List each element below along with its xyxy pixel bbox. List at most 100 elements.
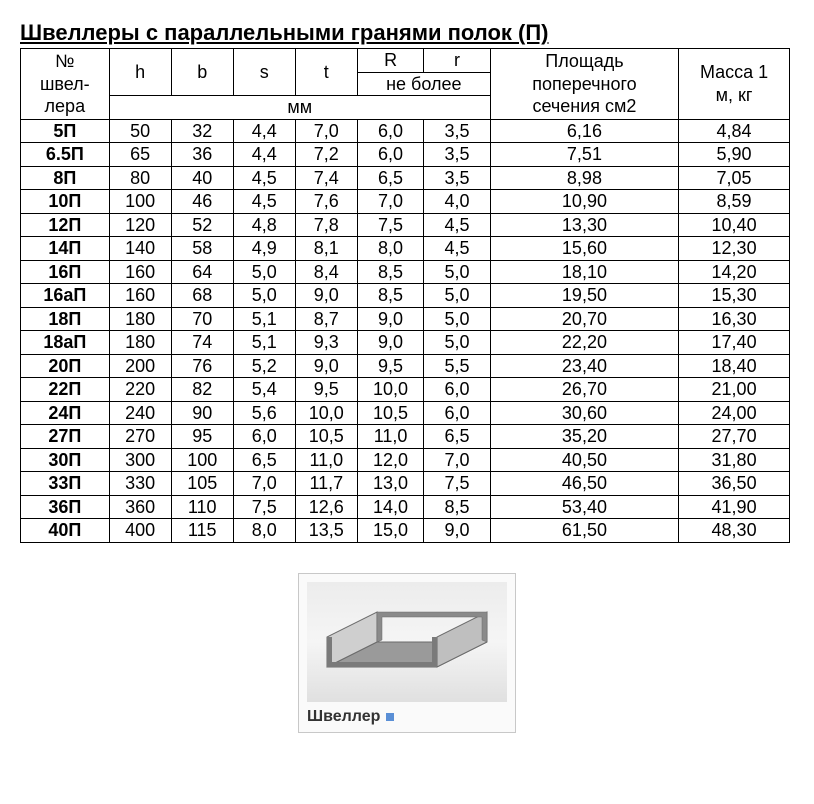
cell-r: 5,0 (424, 307, 490, 331)
cell-t: 7,0 (295, 119, 357, 143)
cell-t: 11,0 (295, 448, 357, 472)
bullet-icon (386, 713, 394, 721)
cell-r: 5,0 (424, 331, 490, 355)
cell-mass: 24,00 (679, 401, 790, 425)
table-header: № швел- лера h b s t R r Площадь попереч… (21, 49, 790, 120)
col-big-r: R (357, 49, 423, 73)
col-no-l2: швел- (40, 74, 90, 94)
cell-area: 35,20 (490, 425, 678, 449)
cell-area: 53,40 (490, 495, 678, 519)
cell-R: 6,0 (357, 119, 423, 143)
cell-area: 22,20 (490, 331, 678, 355)
cell-no: 18аП (21, 331, 110, 355)
cell-no: 30П (21, 448, 110, 472)
cell-h: 360 (109, 495, 171, 519)
table-row: 40П4001158,013,515,09,061,5048,30 (21, 519, 790, 543)
cell-t: 7,4 (295, 166, 357, 190)
cell-R: 12,0 (357, 448, 423, 472)
cell-h: 50 (109, 119, 171, 143)
cell-mass: 8,59 (679, 190, 790, 214)
cell-b: 95 (171, 425, 233, 449)
cell-s: 4,8 (233, 213, 295, 237)
cell-area: 19,50 (490, 284, 678, 308)
cell-s: 4,4 (233, 143, 295, 167)
cell-h: 400 (109, 519, 171, 543)
cell-no: 5П (21, 119, 110, 143)
cell-b: 110 (171, 495, 233, 519)
cell-R: 9,5 (357, 354, 423, 378)
cell-mass: 10,40 (679, 213, 790, 237)
cell-r: 5,0 (424, 260, 490, 284)
cell-b: 68 (171, 284, 233, 308)
cell-R: 11,0 (357, 425, 423, 449)
table-row: 5П50324,47,06,03,56,164,84 (21, 119, 790, 143)
cell-h: 240 (109, 401, 171, 425)
col-not-more: не более (357, 72, 490, 96)
cell-area: 18,10 (490, 260, 678, 284)
cell-r: 6,0 (424, 401, 490, 425)
product-card[interactable]: Швеллер (298, 573, 516, 733)
cell-b: 46 (171, 190, 233, 214)
col-no-l1: № (55, 51, 74, 71)
cell-t: 9,0 (295, 354, 357, 378)
cell-h: 80 (109, 166, 171, 190)
table-row: 18П180705,18,79,05,020,7016,30 (21, 307, 790, 331)
cell-area: 6,16 (490, 119, 678, 143)
cell-b: 74 (171, 331, 233, 355)
cell-area: 40,50 (490, 448, 678, 472)
cell-no: 16аП (21, 284, 110, 308)
cell-b: 105 (171, 472, 233, 496)
cell-t: 9,0 (295, 284, 357, 308)
cell-mass: 31,80 (679, 448, 790, 472)
cell-t: 8,7 (295, 307, 357, 331)
cell-h: 100 (109, 190, 171, 214)
cell-no: 16П (21, 260, 110, 284)
channel-icon (317, 597, 497, 687)
cell-r: 4,0 (424, 190, 490, 214)
cell-b: 64 (171, 260, 233, 284)
cell-mass: 16,30 (679, 307, 790, 331)
table-row: 16П160645,08,48,55,018,1014,20 (21, 260, 790, 284)
cell-t: 11,7 (295, 472, 357, 496)
cell-no: 24П (21, 401, 110, 425)
cell-h: 180 (109, 307, 171, 331)
table-row: 14П140584,98,18,04,515,6012,30 (21, 237, 790, 261)
cell-s: 5,4 (233, 378, 295, 402)
cell-mass: 48,30 (679, 519, 790, 543)
cell-no: 14П (21, 237, 110, 261)
cell-h: 220 (109, 378, 171, 402)
col-mass: Масса 1 м, кг (679, 49, 790, 120)
cell-R: 14,0 (357, 495, 423, 519)
cell-r: 6,0 (424, 378, 490, 402)
col-b: b (171, 49, 233, 96)
cell-s: 6,5 (233, 448, 295, 472)
cell-no: 18П (21, 307, 110, 331)
table-row: 30П3001006,511,012,07,040,5031,80 (21, 448, 790, 472)
cell-s: 5,0 (233, 260, 295, 284)
col-mass-l2: м, кг (716, 85, 753, 105)
cell-area: 26,70 (490, 378, 678, 402)
cell-mass: 21,00 (679, 378, 790, 402)
table-row: 8П80404,57,46,53,58,987,05 (21, 166, 790, 190)
cell-R: 8,5 (357, 284, 423, 308)
cell-t: 10,0 (295, 401, 357, 425)
col-area-l2: поперечного (532, 74, 636, 94)
cell-R: 6,5 (357, 166, 423, 190)
cell-R: 10,0 (357, 378, 423, 402)
cell-s: 8,0 (233, 519, 295, 543)
cell-no: 6.5П (21, 143, 110, 167)
cell-no: 20П (21, 354, 110, 378)
cell-r: 4,5 (424, 237, 490, 261)
page-title: Швеллеры с параллельными гранями полок (… (20, 20, 794, 46)
cell-no: 33П (21, 472, 110, 496)
cell-r: 7,0 (424, 448, 490, 472)
product-caption: Швеллер (307, 708, 507, 726)
table-row: 24П240905,610,010,56,030,6024,00 (21, 401, 790, 425)
cell-mass: 15,30 (679, 284, 790, 308)
cell-area: 46,50 (490, 472, 678, 496)
cell-R: 13,0 (357, 472, 423, 496)
cell-t: 7,2 (295, 143, 357, 167)
table-row: 22П220825,49,510,06,026,7021,00 (21, 378, 790, 402)
cell-h: 200 (109, 354, 171, 378)
cell-r: 6,5 (424, 425, 490, 449)
